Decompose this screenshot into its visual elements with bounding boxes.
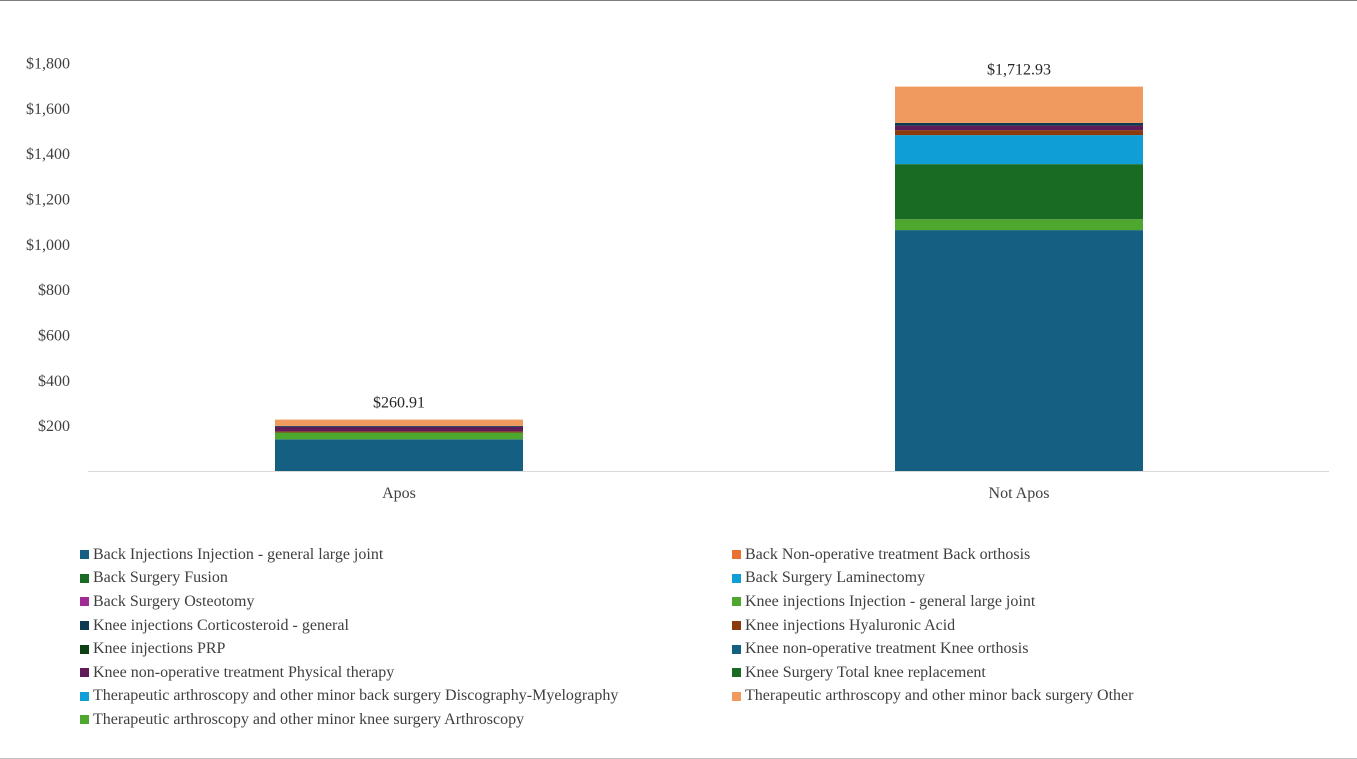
legend-label: Therapeutic arthroscopy and other minor … bbox=[745, 687, 1134, 705]
legend-swatch bbox=[732, 644, 741, 654]
y-tick-label: $200 bbox=[38, 418, 70, 435]
bar-segment bbox=[895, 122, 1143, 126]
x-category-label: Not Apos bbox=[989, 485, 1050, 502]
legend-item: Knee injections PRP bbox=[80, 637, 732, 661]
legend-item: Knee non-operative treatment Knee orthos… bbox=[732, 637, 1332, 661]
legend-swatch bbox=[732, 621, 741, 631]
bar-segment bbox=[275, 419, 523, 426]
legend-item: Back Injections Injection - general larg… bbox=[80, 543, 732, 567]
legend-item: Back Surgery Laminectomy bbox=[732, 567, 1332, 591]
bar-segment bbox=[275, 426, 523, 432]
legend-swatch bbox=[80, 621, 89, 631]
legend-item: Back Surgery Fusion bbox=[80, 567, 732, 591]
bar-segment bbox=[275, 425, 523, 427]
legend-label: Knee Surgery Total knee replacement bbox=[745, 663, 986, 681]
legend-swatch bbox=[732, 691, 741, 701]
legend: Back Injections Injection - general larg… bbox=[80, 543, 1350, 732]
y-tick-label: $1,400 bbox=[26, 146, 70, 163]
y-tick-label: $600 bbox=[38, 328, 70, 345]
legend-swatch bbox=[80, 644, 89, 654]
legend-label: Knee injections Injection - general larg… bbox=[745, 592, 1036, 610]
legend-item: Back Non-operative treatment Back orthos… bbox=[732, 543, 1332, 567]
y-tick-label: $800 bbox=[38, 282, 70, 299]
legend-label: Knee injections PRP bbox=[93, 640, 226, 658]
legend-label: Therapeutic arthroscopy and other minor … bbox=[93, 710, 525, 728]
legend-label: Back Surgery Osteotomy bbox=[93, 592, 255, 610]
bar-segment bbox=[275, 439, 523, 472]
bar-segment bbox=[275, 432, 523, 440]
legend-label: Therapeutic arthroscopy and other minor … bbox=[93, 687, 619, 705]
legend-item: Knee injections Corticosteroid - general bbox=[80, 614, 732, 638]
legend-swatch bbox=[80, 691, 89, 701]
legend-item: Knee non-operative treatment Physical th… bbox=[80, 661, 732, 685]
x-axis: Apos Not Apos bbox=[382, 485, 1049, 502]
legend-swatch bbox=[80, 597, 89, 607]
bars: $260.91 $1,712.93 bbox=[275, 62, 1143, 472]
y-axis: $200 $400 $600 $800 $1,000 $1,200 $1,400 $1,600… bbox=[26, 56, 70, 436]
legend-swatch bbox=[80, 550, 89, 560]
bar-total-label: $260.91 bbox=[373, 395, 425, 412]
y-tick-label: $1,800 bbox=[26, 56, 70, 73]
legend-label: Knee injections Hyaluronic Acid bbox=[745, 616, 956, 634]
bar-segment bbox=[895, 86, 1143, 123]
bar-segment bbox=[895, 230, 1143, 472]
legend-swatch bbox=[80, 715, 89, 725]
legend-label: Back Surgery Fusion bbox=[93, 569, 228, 587]
legend-swatch bbox=[732, 573, 741, 583]
legend-swatch bbox=[732, 597, 741, 607]
legend-label: Knee non-operative treatment Knee orthos… bbox=[745, 640, 1029, 658]
legend-label: Back Non-operative treatment Back orthos… bbox=[745, 545, 1031, 563]
y-tick-label: $400 bbox=[38, 373, 70, 390]
legend-swatch bbox=[80, 668, 89, 678]
bar-segment bbox=[895, 125, 1143, 131]
bar-segment bbox=[895, 164, 1143, 220]
legend-label: Knee injections Corticosteroid - general bbox=[93, 616, 349, 634]
chart-plot-area: $200 $400 $600 $800 $1,000 $1,200 $1,400 $1,600… bbox=[26, 56, 1329, 502]
legend-label: Back Surgery Laminectomy bbox=[745, 569, 926, 587]
x-category-label: Apos bbox=[382, 485, 416, 502]
legend-item: Therapeutic arthroscopy and other minor … bbox=[80, 685, 732, 709]
bar-segment bbox=[895, 135, 1143, 165]
bar-segment bbox=[895, 219, 1143, 231]
legend-item: Therapeutic arthroscopy and other minor … bbox=[80, 708, 732, 732]
bar-segment bbox=[895, 130, 1143, 136]
bar-segment bbox=[275, 431, 523, 433]
legend-swatch bbox=[732, 550, 741, 560]
legend-swatch bbox=[80, 573, 89, 583]
legend-label: Back Injections Injection - general larg… bbox=[93, 545, 384, 563]
bar-total-label: $1,712.93 bbox=[987, 62, 1051, 79]
legend-item: Knee injections Injection - general larg… bbox=[732, 590, 1332, 614]
legend-swatch bbox=[732, 668, 741, 678]
legend-item: Therapeutic arthroscopy and other minor … bbox=[732, 685, 1332, 709]
y-tick-label: $1,200 bbox=[26, 192, 70, 209]
y-tick-label: $1,600 bbox=[26, 101, 70, 118]
legend-item: Knee Surgery Total knee replacement bbox=[732, 661, 1332, 685]
legend-item: Knee injections Hyaluronic Acid bbox=[732, 614, 1332, 638]
legend-label: Knee non-operative treatment Physical th… bbox=[93, 663, 395, 681]
y-tick-label: $1,000 bbox=[26, 237, 70, 254]
legend-item: Back Surgery Osteotomy bbox=[80, 590, 732, 614]
